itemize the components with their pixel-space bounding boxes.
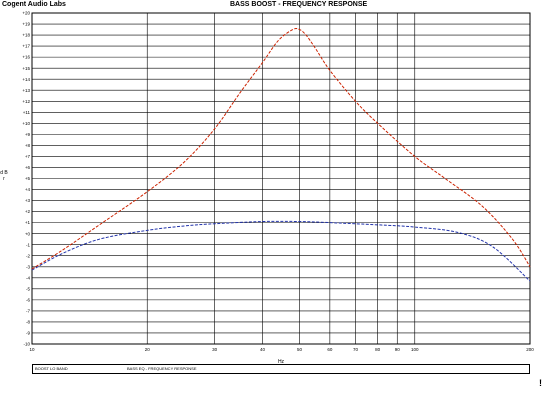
y-tick-label: +1 — [25, 220, 31, 225]
x-tick-label: 200 — [526, 347, 534, 352]
brand-label: Cogent Audio Labs — [2, 1, 66, 8]
series-lines — [31, 27, 531, 282]
y-tick-label: -3 — [26, 264, 30, 269]
y-tick-label: -5 — [26, 286, 30, 291]
x-tick-label: 70 — [353, 347, 359, 352]
y-tick-label: -10 — [23, 342, 30, 347]
y-tick-label: +15 — [22, 66, 30, 71]
y-axis-label: d B r — [0, 170, 8, 182]
y-tick-label: +9 — [25, 132, 31, 137]
y-tick-label: -6 — [26, 297, 30, 302]
y-tick-label: +12 — [22, 99, 30, 104]
y-tick-label: -7 — [26, 309, 30, 314]
x-tick-label: 80 — [375, 347, 381, 352]
x-tick-label: 90 — [395, 347, 401, 352]
x-tick-label: 60 — [327, 347, 333, 352]
y-tick-label: -9 — [26, 331, 30, 336]
x-tick-label: 30 — [212, 347, 218, 352]
x-tick-label: 100 — [411, 347, 419, 352]
y-tick-label: +19 — [22, 22, 30, 27]
y-tick-label: +11 — [23, 110, 31, 115]
x-tick-label: 50 — [297, 347, 303, 352]
footer-left-text: BOOST LO BAND — [35, 366, 68, 371]
y-grid — [32, 12, 530, 345]
y-tick-label: +3 — [25, 198, 31, 203]
y-tick-label: +2 — [25, 209, 31, 214]
y-tick-label: +13 — [22, 88, 30, 93]
y-tick-labels: -10 -9 -8 -7 -6 -5 -4 -3 -2 -1 +0 +1 +2 +3 +4 +5 +6 +7 +8 +… — [22, 11, 30, 347]
x-tick-labels: 10 20 30 40 50 60 70 80 90 100 200 — [29, 347, 534, 352]
exclamation-mark: ! — [539, 378, 542, 388]
y-tick-label: +16 — [22, 55, 30, 60]
y-tick-label: +4 — [25, 187, 31, 192]
x-tick-label: 20 — [145, 347, 151, 352]
y-tick-label: +0 — [25, 231, 31, 236]
y-tick-label: -2 — [26, 253, 30, 258]
y-tick-label: +10 — [22, 121, 30, 126]
x-axis-label: Hz — [278, 359, 285, 365]
y-tick-label: +18 — [22, 33, 30, 38]
y-tick-label: -1 — [26, 242, 30, 247]
footer-mid-text: BASS EQ - FREQUENCY RESPONSE — [127, 366, 197, 371]
x-tick-label: 40 — [260, 347, 266, 352]
series-line-2 — [31, 220, 531, 282]
y-tick-label: +7 — [25, 154, 31, 159]
y-tick-label: +8 — [25, 143, 31, 148]
y-tick-label: +5 — [25, 176, 31, 181]
y-tick-label: +20 — [22, 11, 30, 16]
chart-title: BASS BOOST - FREQUENCY RESPONSE — [230, 1, 368, 8]
y-tick-label: -4 — [26, 275, 30, 280]
footer-bar: BOOST LO BAND BASS EQ - FREQUENCY RESPON… — [32, 364, 530, 374]
y-tick-label: -8 — [26, 320, 30, 325]
y-tick-label: +14 — [22, 77, 30, 82]
y-tick-label: +17 — [22, 44, 30, 49]
x-tick-label: 10 — [29, 347, 35, 352]
series-line-1 — [31, 27, 531, 270]
x-grid — [31, 13, 531, 344]
y-tick-label: +6 — [25, 165, 31, 170]
